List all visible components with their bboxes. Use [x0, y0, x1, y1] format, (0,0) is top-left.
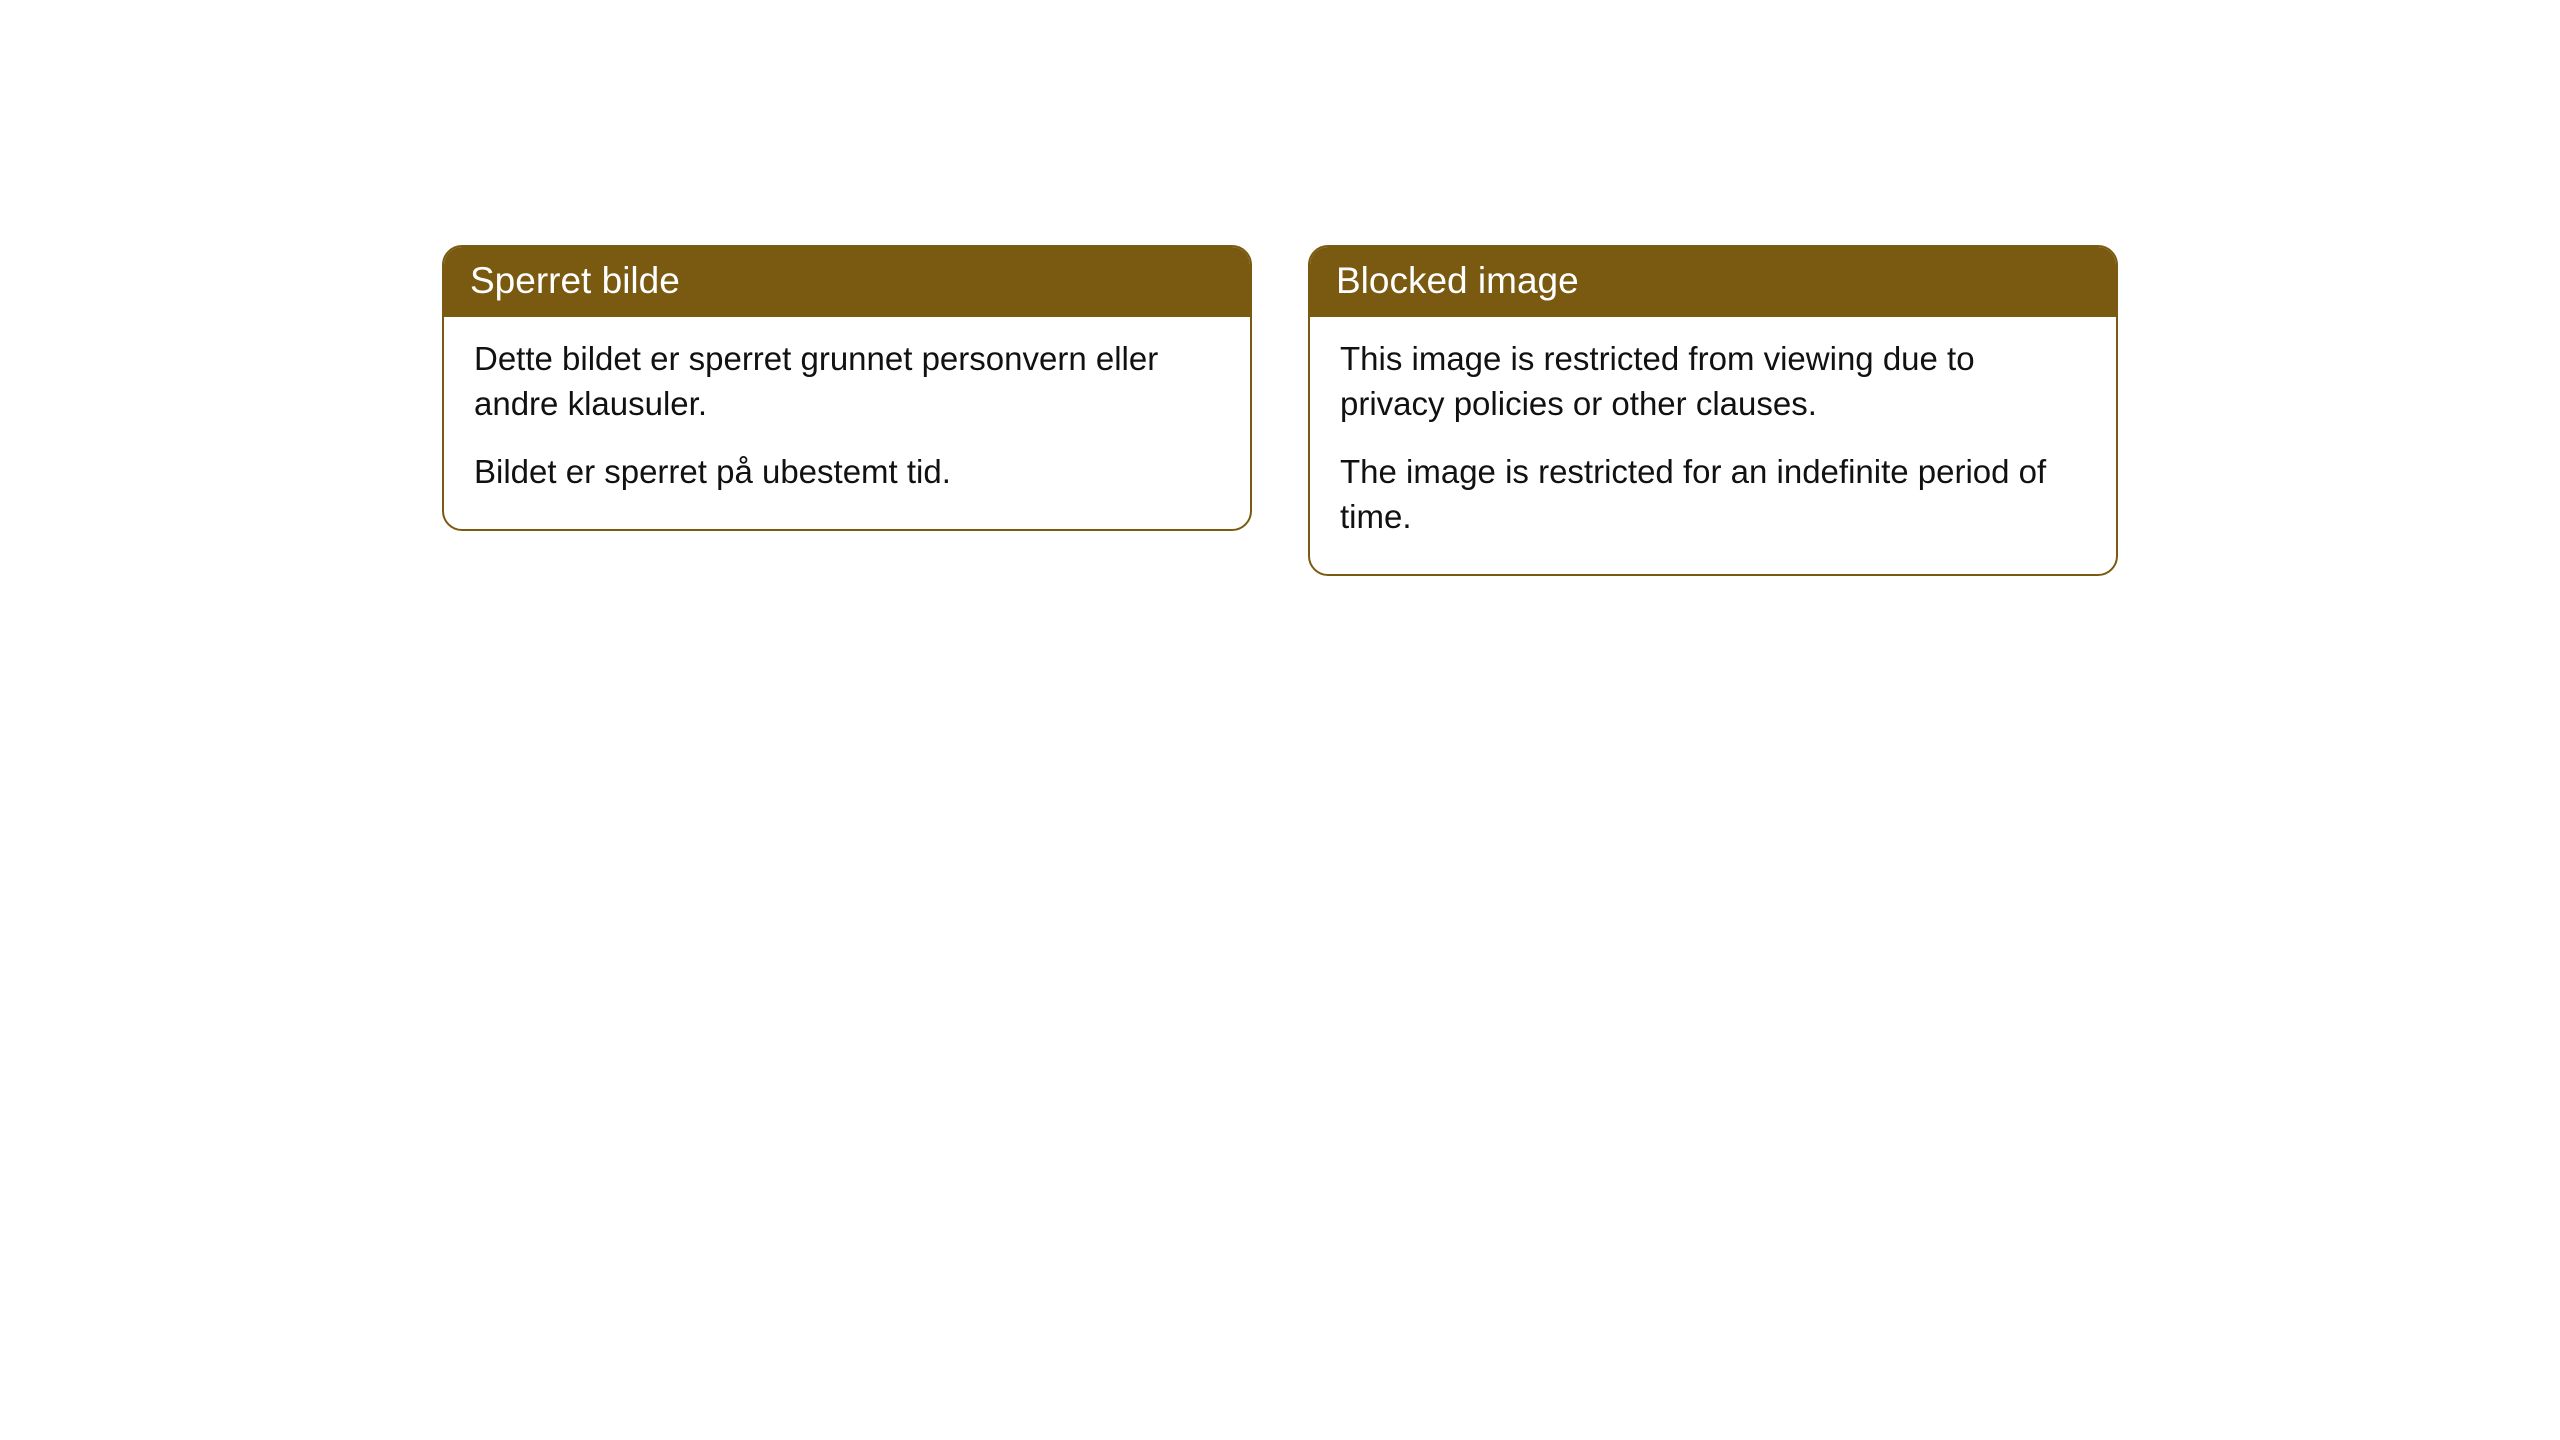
card-paragraph: Bildet er sperret på ubestemt tid. [474, 450, 1220, 495]
notice-card-container: Sperret bilde Dette bildet er sperret gr… [442, 245, 2118, 1440]
card-paragraph: The image is restricted for an indefinit… [1340, 450, 2086, 539]
notice-card-norwegian: Sperret bilde Dette bildet er sperret gr… [442, 245, 1252, 531]
notice-card-english: Blocked image This image is restricted f… [1308, 245, 2118, 576]
card-title: Blocked image [1336, 260, 1579, 301]
card-header: Blocked image [1310, 247, 2116, 317]
card-paragraph: This image is restricted from viewing du… [1340, 337, 2086, 426]
card-paragraph: Dette bildet er sperret grunnet personve… [474, 337, 1220, 426]
card-title: Sperret bilde [470, 260, 680, 301]
card-body: Dette bildet er sperret grunnet personve… [444, 317, 1250, 529]
card-header: Sperret bilde [444, 247, 1250, 317]
card-body: This image is restricted from viewing du… [1310, 317, 2116, 573]
